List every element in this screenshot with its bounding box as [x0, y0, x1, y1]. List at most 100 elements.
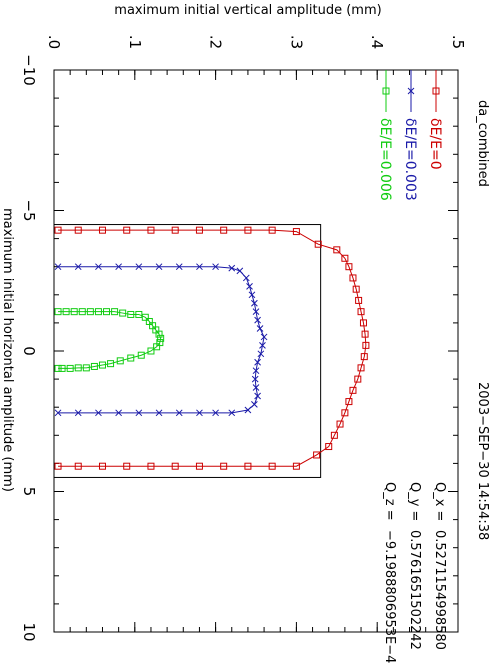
cross-stroke — [54, 263, 62, 271]
data-point — [254, 316, 261, 324]
data-point — [107, 360, 115, 368]
y-tick-label: .2 — [207, 35, 225, 49]
series-line — [58, 266, 265, 414]
data-point — [354, 375, 362, 383]
tune-value-qx: 0.5271154998580 — [432, 530, 447, 650]
y-tick-label: .1 — [126, 35, 144, 49]
data-point — [259, 342, 266, 349]
cross-stroke — [212, 263, 219, 271]
data-point — [352, 285, 360, 293]
data-point — [228, 409, 236, 417]
legend-label: δE/E=0 — [427, 118, 443, 170]
chart-title: da_combined — [475, 100, 490, 187]
cross-stroke — [256, 325, 264, 332]
data-point — [355, 296, 363, 304]
cross-stroke — [228, 264, 236, 272]
data-point — [74, 226, 82, 234]
data-point — [54, 308, 62, 316]
data-point — [256, 325, 264, 332]
cross-stroke — [259, 342, 266, 349]
data-point — [74, 364, 82, 372]
data-point — [313, 451, 321, 459]
y-tick-label: .3 — [287, 35, 305, 49]
cross-stroke — [260, 333, 268, 341]
data-point — [248, 291, 256, 299]
tune-value-qy: 0.5761651502242 — [407, 530, 422, 650]
cross-stroke — [252, 384, 260, 391]
tune-label-qz: Q_z = — [382, 482, 397, 521]
data-point — [196, 263, 203, 271]
data-point — [360, 353, 368, 361]
data-point — [157, 334, 165, 342]
cross-stroke — [251, 299, 258, 307]
series-0 — [54, 226, 370, 470]
data-point — [244, 406, 252, 414]
data-point — [333, 246, 341, 254]
series-1 — [54, 263, 268, 417]
data-point — [251, 375, 259, 383]
cross-stroke — [155, 263, 163, 271]
data-point — [254, 392, 261, 400]
data-point — [147, 226, 155, 234]
series-group — [54, 226, 370, 470]
data-point — [195, 462, 203, 470]
data-point — [103, 308, 111, 316]
x-tick-label: 0 — [20, 346, 38, 356]
data-point — [94, 308, 102, 316]
cross-stroke — [407, 87, 415, 95]
data-point — [115, 263, 122, 271]
data-point — [254, 358, 261, 366]
data-point — [127, 310, 135, 318]
cross-stroke — [257, 350, 265, 358]
legend-marker — [382, 87, 390, 95]
data-point — [86, 308, 94, 316]
data-point — [325, 443, 333, 451]
data-point — [98, 462, 106, 470]
data-point — [98, 361, 106, 369]
data-point — [153, 343, 161, 351]
cross-stroke — [175, 409, 183, 417]
series-2 — [54, 308, 165, 372]
data-point — [127, 354, 135, 362]
data-point — [220, 462, 228, 470]
data-point — [171, 462, 179, 470]
data-point — [78, 308, 86, 316]
cross-stroke — [74, 409, 82, 417]
cross-stroke — [254, 358, 261, 366]
data-point — [135, 409, 143, 417]
data-point — [111, 308, 119, 316]
y-tick-label: .4 — [368, 35, 386, 49]
tune-label-qy: Q_y = — [407, 482, 422, 521]
data-point — [345, 263, 353, 271]
tune-value-qz: −9.1988806953E−4 — [382, 530, 397, 663]
ticks-group: −10 −5 0 5 10 .0 .1 .2 .3 .4 .5 — [20, 35, 467, 642]
data-point — [357, 364, 365, 372]
data-point — [98, 226, 106, 234]
tune-label-qx: Q_x = — [432, 482, 447, 521]
data-point — [70, 308, 78, 316]
x-tick-label: −10 — [20, 54, 38, 86]
legend-label: δE/E=0.006 — [377, 118, 393, 201]
data-point — [58, 364, 66, 372]
data-point — [147, 347, 155, 355]
series-line — [58, 311, 162, 369]
data-point — [251, 299, 258, 307]
date-stamp: 2003−SEP−30 14:54:38 — [475, 382, 490, 540]
legend-group: δE/E=0 δE/E=0.003 δE/E=0.006 — [377, 70, 443, 201]
data-point — [196, 409, 203, 417]
cross-stroke — [54, 409, 62, 417]
data-point — [361, 330, 369, 338]
cross-stroke — [115, 409, 122, 417]
data-point — [54, 409, 62, 417]
data-point — [341, 409, 349, 417]
data-point — [268, 226, 276, 234]
data-point — [336, 420, 344, 428]
cross-stroke — [252, 308, 260, 316]
data-point — [362, 341, 370, 349]
cross-stroke — [254, 392, 261, 400]
data-point — [220, 226, 228, 234]
data-point — [252, 367, 260, 375]
legend-label: δE/E=0.003 — [402, 118, 418, 201]
data-point — [54, 364, 62, 372]
